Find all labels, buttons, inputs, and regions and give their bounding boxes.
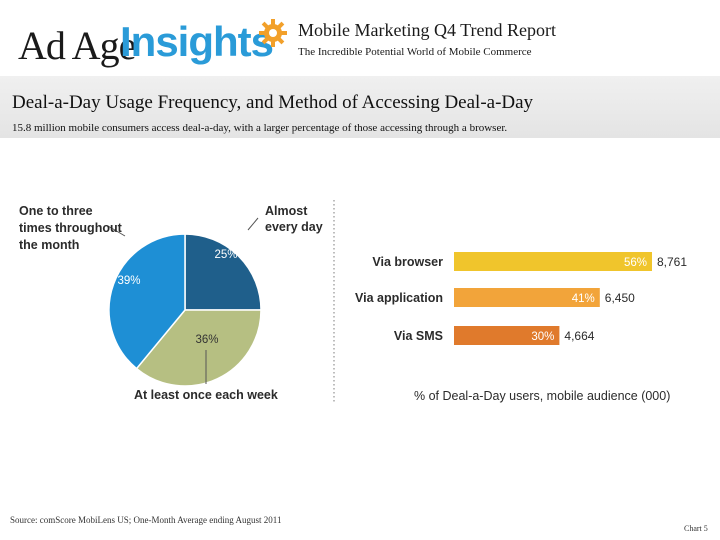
ad-age-insights-logo[interactable]: Ad Age Insights: [18, 14, 288, 70]
bar-value-label-sms: 4,664: [564, 329, 594, 343]
chart-number: Chart 5: [684, 524, 708, 533]
pie-pct-label-weekly: 36%: [195, 334, 218, 346]
logo-insights-text: Insights: [120, 18, 274, 65]
pie-slice-one-to-three-month: [108, 233, 186, 370]
logo-ad-age-text: Ad Age: [18, 23, 136, 68]
pie-label-monthly-line3: the month: [19, 238, 79, 252]
pie-label-weekly: At least once each week: [134, 388, 278, 402]
pie-label-monthly-line1: One to three: [19, 204, 93, 218]
page-title: Deal-a-Day Usage Frequency, and Method o…: [12, 92, 534, 113]
pie-pct-label-daily: 25%: [214, 249, 237, 261]
bar-category-application: Via application: [355, 291, 443, 305]
leader-line-daily: [247, 217, 259, 231]
report-subtitle: The Incredible Potential World of Mobile…: [298, 46, 532, 58]
report-title: Mobile Marketing Q4 Trend Report: [298, 20, 556, 40]
pie-label-monthly: One to three times throughout the month: [19, 204, 125, 252]
bar-pct-label-sms: 30%: [531, 331, 554, 343]
pie-pct-label-monthly: 39%: [117, 275, 140, 287]
bar-pct-label-application: 41%: [572, 293, 595, 305]
bar-value-label-browser: 8,761: [657, 255, 687, 269]
source-note: Source: comScore MobiLens US; One-Month …: [10, 515, 282, 525]
pie-label-monthly-line2: times throughout: [19, 221, 123, 235]
pie-slice-once-each-week: [135, 309, 262, 387]
bar-via-sms: [454, 326, 560, 345]
bar-axis-label: % of Deal-a-Day users, mobile audience (…: [414, 389, 670, 403]
bar-via-application: [454, 288, 600, 307]
page-subtitle: 15.8 million mobile consumers access dea…: [12, 122, 508, 134]
bar-via-browser: [454, 252, 652, 271]
pie-label-daily-line1: Almost: [265, 204, 308, 218]
bar-pct-label-browser: 56%: [624, 257, 647, 269]
pie-slice-almost-every-day: [184, 233, 262, 311]
title-band: [0, 76, 720, 138]
leader-line-monthly: [107, 225, 126, 237]
bar-value-label-application: 6,450: [605, 291, 635, 305]
header: Ad Age Insights Mobile Marketing Q4 Tren…: [0, 0, 720, 76]
pie-label-daily-line2: every day: [265, 220, 323, 234]
bar-axis-label-text: % of Deal-a-Day users, mobile audience (…: [414, 389, 670, 403]
pie-label-daily: Almost every day: [265, 204, 323, 234]
bar-category-browser: Via browser: [372, 255, 443, 269]
bar-category-sms: Via SMS: [394, 329, 443, 343]
chart-area: 25% 36% 39% Almost every day One to thre…: [19, 200, 687, 403]
gear-icon: [259, 19, 287, 47]
